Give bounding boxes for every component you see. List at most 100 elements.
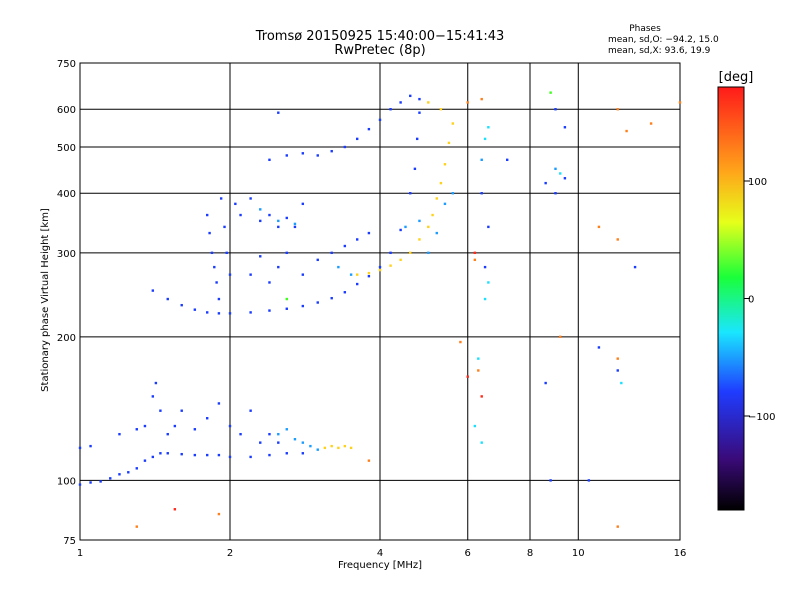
data-point bbox=[208, 231, 211, 235]
data-point bbox=[316, 154, 319, 157]
data-point bbox=[249, 273, 252, 276]
y-axis-label: Stationary phase Virtual Height [km] bbox=[40, 208, 51, 392]
x-tick-label: 2 bbox=[227, 548, 233, 559]
data-point bbox=[409, 192, 412, 195]
data-point bbox=[451, 122, 455, 125]
data-point bbox=[549, 91, 552, 94]
data-point bbox=[330, 444, 333, 448]
data-point bbox=[563, 126, 567, 129]
data-point bbox=[378, 268, 382, 272]
data-point bbox=[616, 525, 619, 528]
data-point bbox=[205, 213, 209, 217]
data-point bbox=[228, 455, 232, 459]
data-point bbox=[480, 97, 483, 101]
data-point bbox=[418, 111, 421, 114]
data-point bbox=[451, 192, 455, 195]
data-point bbox=[309, 444, 312, 448]
colorbar-ticks: 100 0 −100 bbox=[744, 177, 775, 423]
data-point bbox=[277, 432, 280, 436]
data-point bbox=[210, 251, 214, 255]
stats-title: Phases bbox=[629, 24, 661, 34]
colorbar-tick-label: −100 bbox=[748, 412, 775, 423]
y-tick-label: 600 bbox=[57, 105, 76, 116]
data-point bbox=[505, 158, 509, 162]
data-point bbox=[127, 471, 130, 474]
data-point bbox=[173, 424, 177, 428]
data-point bbox=[219, 197, 223, 200]
y-axis-ticks: 75 100 200 300 400 500 600 750 bbox=[57, 59, 76, 547]
data-point bbox=[217, 453, 221, 457]
data-point bbox=[616, 108, 619, 111]
data-point bbox=[193, 308, 197, 311]
data-point bbox=[330, 296, 333, 300]
data-point bbox=[413, 167, 417, 171]
data-point bbox=[316, 258, 319, 262]
data-point bbox=[435, 231, 438, 235]
colorbar-tick-label: 0 bbox=[748, 295, 754, 306]
data-point bbox=[678, 101, 682, 104]
data-point bbox=[549, 479, 552, 482]
data-point bbox=[135, 428, 138, 431]
data-point bbox=[151, 289, 155, 292]
y-tick-label: 100 bbox=[57, 476, 76, 487]
data-point bbox=[277, 265, 280, 269]
data-point bbox=[559, 335, 562, 339]
data-point bbox=[234, 202, 237, 206]
data-point bbox=[180, 409, 183, 412]
data-point bbox=[301, 304, 305, 308]
data-point bbox=[459, 340, 462, 344]
data-point bbox=[268, 158, 271, 162]
x-tick-label: 16 bbox=[674, 548, 687, 559]
data-point bbox=[487, 225, 490, 229]
data-point bbox=[343, 444, 347, 448]
data-point bbox=[477, 357, 480, 360]
y-tick-label: 500 bbox=[57, 143, 76, 154]
data-points bbox=[78, 91, 682, 528]
colorbar-label: [deg] bbox=[719, 70, 754, 85]
data-point bbox=[293, 225, 297, 229]
data-point bbox=[225, 251, 228, 255]
data-point bbox=[259, 255, 262, 258]
data-point bbox=[349, 446, 353, 450]
data-point bbox=[205, 311, 209, 314]
data-point bbox=[166, 432, 169, 436]
stats-line-x: mean, sd,X: 93.6, 19.9 bbox=[608, 46, 711, 56]
x-axis-ticks: 1 2 4 6 8 10 16 bbox=[77, 548, 687, 559]
data-point bbox=[277, 111, 280, 114]
data-point bbox=[259, 208, 262, 211]
data-point bbox=[316, 448, 319, 451]
data-point bbox=[285, 307, 288, 310]
colorbar bbox=[717, 86, 745, 511]
data-point bbox=[285, 297, 288, 301]
data-point bbox=[173, 508, 177, 511]
data-point bbox=[118, 473, 121, 476]
data-point bbox=[633, 265, 637, 269]
data-point bbox=[301, 202, 305, 206]
data-point bbox=[427, 225, 430, 229]
data-point bbox=[301, 152, 305, 155]
data-point bbox=[151, 395, 155, 398]
colorbar-tick-label: 100 bbox=[748, 177, 767, 188]
data-point bbox=[587, 479, 591, 482]
data-point bbox=[166, 452, 169, 455]
y-tick-label: 400 bbox=[57, 189, 76, 200]
data-point bbox=[597, 225, 601, 229]
data-point bbox=[268, 213, 271, 217]
data-point bbox=[217, 402, 221, 405]
data-point bbox=[159, 409, 162, 412]
data-point bbox=[473, 258, 477, 262]
data-point bbox=[473, 251, 477, 255]
x-tick-label: 10 bbox=[572, 548, 585, 559]
data-point bbox=[480, 192, 483, 195]
data-point bbox=[285, 428, 288, 431]
data-point bbox=[343, 244, 347, 248]
data-point bbox=[135, 467, 138, 470]
data-point bbox=[597, 346, 601, 349]
data-point bbox=[330, 251, 333, 255]
data-point bbox=[180, 452, 183, 456]
data-point bbox=[259, 219, 262, 223]
data-point bbox=[439, 108, 443, 111]
data-point bbox=[439, 181, 443, 185]
data-point bbox=[616, 238, 619, 241]
data-point bbox=[415, 137, 419, 141]
